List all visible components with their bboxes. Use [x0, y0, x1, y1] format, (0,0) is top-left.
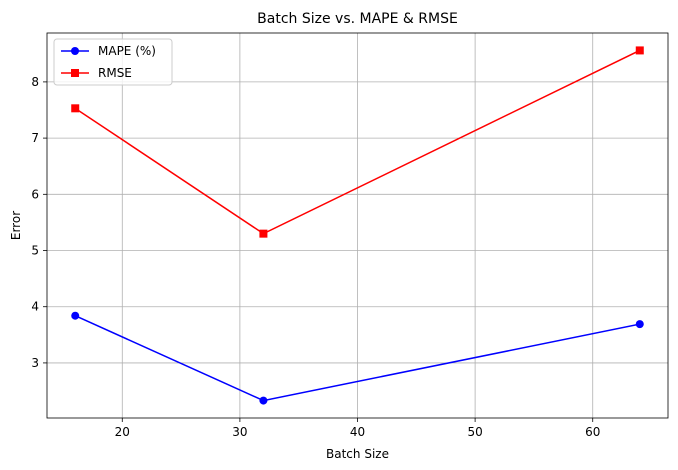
x-tick-label: 40: [350, 425, 365, 439]
legend: MAPE (%) RMSE: [53, 38, 173, 86]
series-layer: [71, 46, 644, 405]
x-tick-label: 60: [585, 425, 600, 439]
legend-label-rmse: RMSE: [98, 66, 132, 80]
y-tick-label: 6: [31, 187, 39, 201]
y-tick-label: 7: [31, 131, 39, 145]
y-tick-label: 8: [31, 75, 39, 89]
grid: [47, 33, 668, 418]
legend-marker-mape: [71, 47, 79, 55]
chart-title: Batch Size vs. MAPE & RMSE: [257, 11, 458, 27]
y-tick-label: 5: [31, 244, 39, 258]
data-point-rmse: [635, 46, 644, 55]
y-axis-label: Error: [9, 211, 23, 240]
y-tick-label: 3: [31, 356, 39, 370]
x-tick-label: 30: [232, 425, 247, 439]
ticks: 20 30 40 50 60 3 4 5 6 7 8: [31, 75, 600, 439]
x-tick-label: 20: [115, 425, 130, 439]
data-point-rmse: [71, 104, 80, 113]
data-point-rmse: [259, 229, 268, 238]
legend-label-mape: MAPE (%): [98, 44, 156, 58]
x-tick-label: 50: [467, 425, 482, 439]
x-axis-label: Batch Size: [326, 447, 389, 461]
data-point-mape: [259, 396, 268, 405]
data-point-mape: [635, 320, 644, 329]
y-tick-label: 4: [31, 300, 39, 314]
legend-marker-rmse: [71, 69, 79, 77]
data-point-mape: [71, 311, 80, 320]
